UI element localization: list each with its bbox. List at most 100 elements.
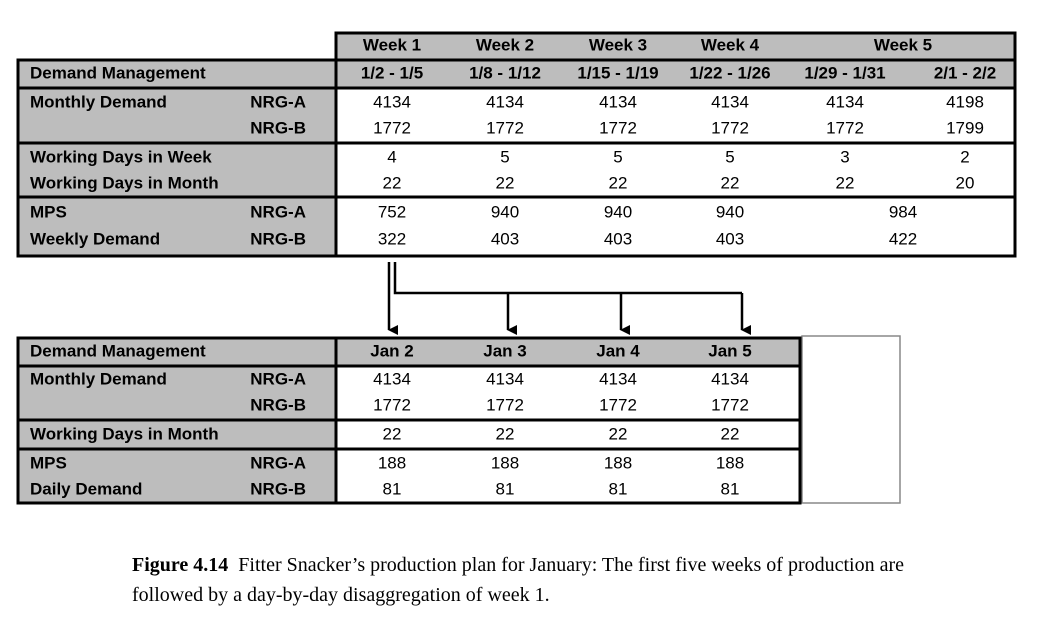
row-label: Weekly Demand — [30, 229, 160, 248]
cell: 940 — [491, 202, 519, 221]
cell: 188 — [604, 453, 632, 472]
cell: 422 — [889, 229, 917, 248]
figure: Week 1 Week 2 Week 3 Week 4 Week 5 Demand Man… — [16, 31, 1017, 505]
cell: 4134 — [486, 92, 524, 111]
cell: 2 — [960, 147, 969, 166]
cell: 4134 — [711, 92, 749, 111]
day-header: Jan 4 — [596, 341, 640, 360]
cell: 403 — [491, 229, 519, 248]
cell: 1772 — [373, 118, 411, 137]
cell: 1772 — [599, 118, 637, 137]
product-label: NRG-A — [250, 453, 306, 472]
cell: 22 — [609, 173, 628, 192]
bottom-table-borders — [16, 336, 802, 505]
cell: 940 — [604, 202, 632, 221]
cell: 4 — [387, 147, 396, 166]
cell: 4198 — [946, 92, 984, 111]
week-header: Week 1 — [363, 35, 421, 54]
cell: 22 — [721, 173, 740, 192]
cell: 22 — [721, 424, 740, 443]
row-label: MPS — [30, 453, 67, 472]
cell: 1799 — [946, 118, 984, 137]
arrows — [387, 262, 751, 335]
caption: Figure 4.14 Fitter Snacker’s production … — [132, 550, 922, 610]
date-range: 1/22 - 1/26 — [689, 63, 770, 82]
product-label: NRG-B — [250, 229, 306, 248]
cell: 403 — [716, 229, 744, 248]
day-header: Jan 5 — [708, 341, 751, 360]
product-label: NRG-A — [250, 202, 306, 221]
row-label: Monthly Demand — [30, 369, 167, 388]
cell: 984 — [889, 202, 917, 221]
label-bg — [18, 60, 336, 256]
cell: 4134 — [486, 369, 524, 388]
cell: 81 — [609, 479, 628, 498]
cell: 22 — [496, 424, 515, 443]
cell: 188 — [716, 453, 744, 472]
product-label: NRG-B — [250, 118, 306, 137]
date-range: 1/29 - 1/31 — [804, 63, 885, 82]
week-header: Week 4 — [701, 35, 760, 54]
cell: 1772 — [599, 395, 637, 414]
cell: 1772 — [711, 118, 749, 137]
product-label: NRG-B — [250, 479, 306, 498]
row-label: Monthly Demand — [30, 92, 167, 111]
date-range: 1/15 - 1/19 — [577, 63, 658, 82]
row-label: Working Days in Month — [30, 424, 219, 443]
cell: 1772 — [711, 395, 749, 414]
product-label: NRG-A — [250, 369, 306, 388]
cell: 1772 — [486, 395, 524, 414]
date-range: 2/1 - 2/2 — [934, 63, 996, 82]
cell: 188 — [491, 453, 519, 472]
week-header: Week 5 — [874, 35, 932, 54]
cell: 81 — [721, 479, 740, 498]
cell: 81 — [496, 479, 515, 498]
cell: 5 — [500, 147, 509, 166]
cell: 1772 — [826, 118, 864, 137]
row-label: Daily Demand — [30, 479, 142, 498]
header-bg — [18, 60, 1015, 88]
cell: 4134 — [373, 92, 411, 111]
day-header: Jan 2 — [370, 341, 413, 360]
header-bg — [18, 338, 800, 366]
cell: 403 — [604, 229, 632, 248]
top-table-borders — [16, 31, 1017, 258]
cell: 5 — [613, 147, 622, 166]
week-header: Week 2 — [476, 35, 534, 54]
cell: 81 — [383, 479, 402, 498]
cell: 22 — [609, 424, 628, 443]
product-label: NRG-A — [250, 92, 306, 111]
cell: 1772 — [373, 395, 411, 414]
cell: 22 — [383, 173, 402, 192]
cell: 4134 — [599, 369, 637, 388]
cell: 4134 — [826, 92, 864, 111]
cell: 188 — [378, 453, 406, 472]
cell: 3 — [840, 147, 849, 166]
row-label: MPS — [30, 202, 67, 221]
empty-box — [801, 335, 901, 504]
cell: 20 — [956, 173, 975, 192]
cell: 752 — [378, 202, 406, 221]
caption-text: Fitter Snacker’s production plan for Jan… — [132, 554, 905, 606]
cell: 22 — [383, 424, 402, 443]
product-label: NRG-B — [250, 395, 306, 414]
cell: 22 — [496, 173, 515, 192]
section-title: Demand Management — [30, 63, 206, 82]
caption-label: Figure 4.14 — [132, 554, 229, 576]
date-range: 1/2 - 1/5 — [361, 63, 423, 82]
cell: 5 — [725, 147, 734, 166]
cell: 4134 — [711, 369, 749, 388]
header-bg — [336, 33, 1015, 60]
week-header: Week 3 — [589, 35, 647, 54]
cell: 1772 — [486, 118, 524, 137]
cell: 4134 — [373, 369, 411, 388]
date-range: 1/8 - 1/12 — [469, 63, 541, 82]
cell: 940 — [716, 202, 744, 221]
row-label: Working Days in Week — [30, 147, 212, 166]
section-title: Demand Management — [30, 341, 206, 360]
cell: 22 — [836, 173, 855, 192]
day-header: Jan 3 — [483, 341, 526, 360]
cell: 4134 — [599, 92, 637, 111]
row-label: Working Days in Month — [30, 173, 219, 192]
